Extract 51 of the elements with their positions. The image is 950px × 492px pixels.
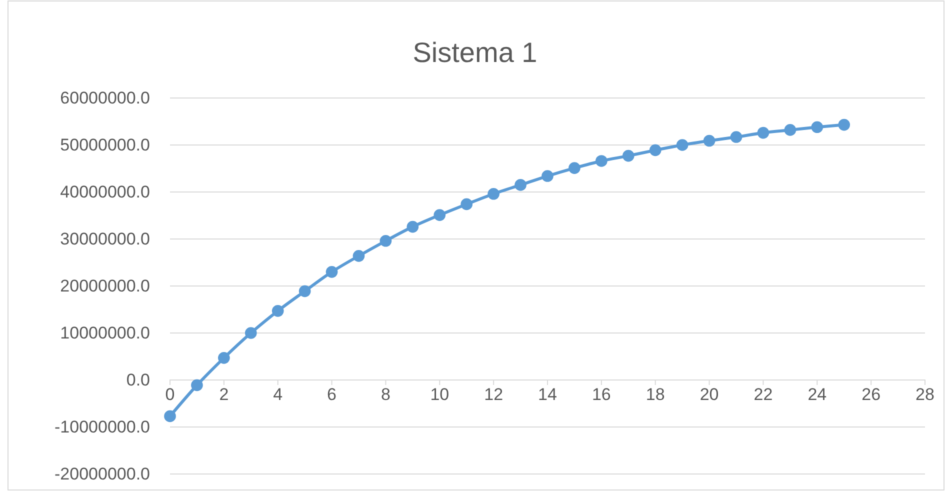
point — [622, 150, 634, 162]
point — [514, 179, 526, 191]
point — [811, 121, 824, 134]
point — [218, 352, 230, 364]
point — [757, 126, 770, 139]
y-tick-label: 50000000.0 — [60, 135, 150, 154]
chart-title: Sistema 1 — [412, 37, 538, 68]
point — [380, 234, 392, 247]
x-tick-label: 2 — [219, 385, 229, 404]
x-tick-label: 18 — [646, 385, 665, 404]
x-tick-label: 14 — [538, 385, 557, 404]
point — [406, 220, 419, 233]
point — [488, 188, 500, 200]
x-tick-label: 16 — [592, 385, 611, 404]
point — [460, 198, 473, 210]
point — [542, 170, 554, 182]
x-tick-label: 0 — [165, 385, 175, 404]
point — [596, 155, 608, 167]
y-tick-label: 40000000.0 — [60, 182, 150, 202]
point — [164, 410, 176, 422]
point — [703, 134, 716, 147]
x-tick-label: 12 — [484, 385, 504, 404]
y-tick-label: 60000000.0 — [60, 88, 150, 108]
x-tick-label: 20 — [700, 385, 719, 404]
x-tick-label: 10 — [430, 385, 450, 404]
y-tick-label: 30000000.0 — [60, 229, 150, 248]
x-tick-label: 4 — [273, 385, 283, 404]
point — [676, 139, 688, 151]
point — [730, 131, 742, 143]
point — [352, 250, 365, 262]
x-tick-label: 8 — [380, 385, 390, 404]
x-tick-label: 26 — [862, 385, 881, 404]
y-tick-label: 0.0 — [126, 370, 150, 390]
y-tick-label: -20000000.0 — [54, 464, 150, 484]
point — [298, 285, 311, 298]
x-tick-label: 22 — [754, 385, 773, 404]
y-tick-label: 10000000.0 — [60, 323, 150, 342]
y-tick-label: 20000000.0 — [60, 276, 150, 296]
point — [244, 327, 257, 339]
point — [784, 124, 796, 136]
x-tick-label: 24 — [808, 385, 827, 404]
point — [434, 209, 446, 221]
x-tick-label: 28 — [916, 385, 934, 404]
x-tick-label: 6 — [327, 385, 337, 404]
point — [191, 379, 203, 392]
point — [838, 118, 850, 131]
point — [272, 305, 284, 317]
y-tick-label: -10000000.0 — [54, 417, 150, 436]
point — [568, 162, 580, 174]
point — [649, 144, 662, 156]
point — [326, 266, 338, 278]
